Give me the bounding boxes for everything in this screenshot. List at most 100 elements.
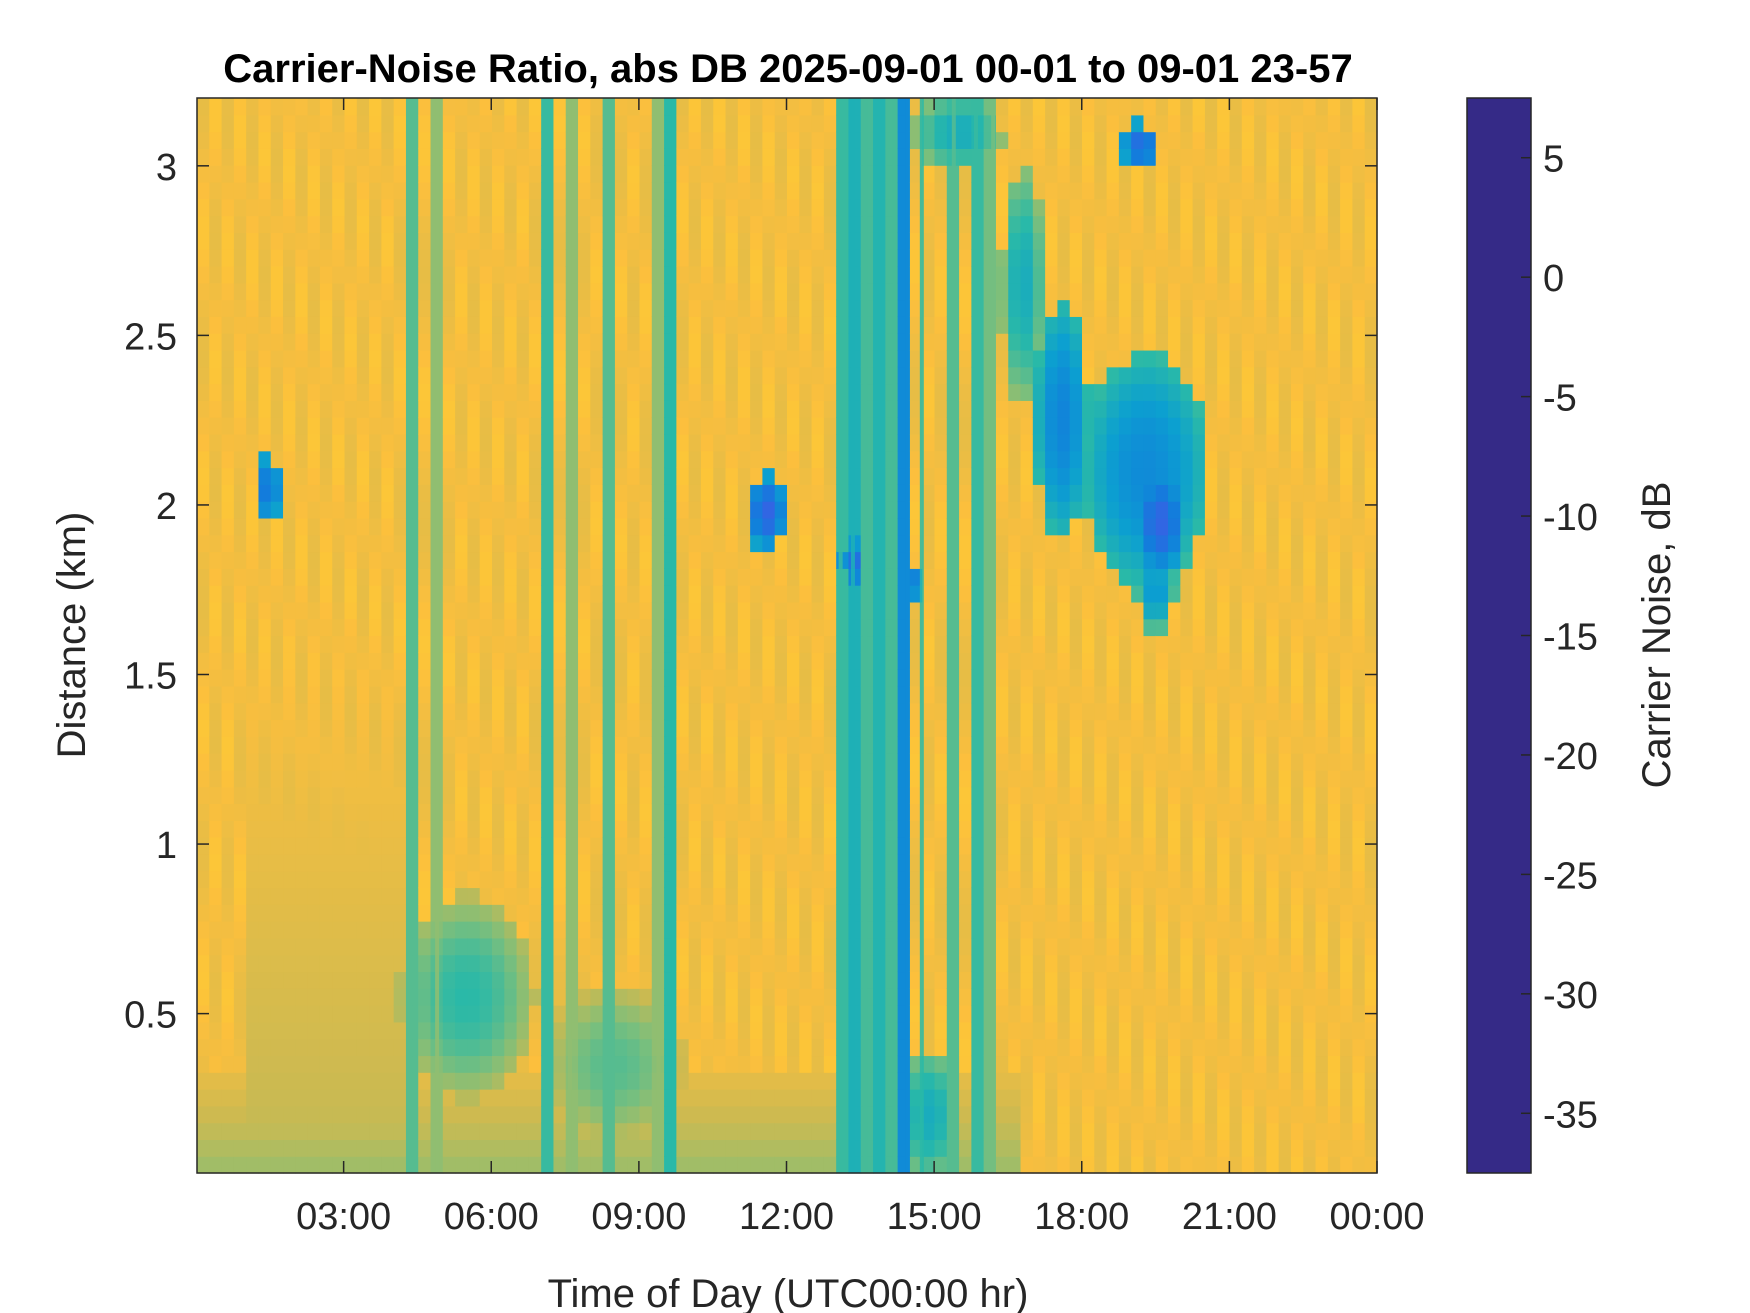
heatmap-cell — [565, 349, 579, 368]
heatmap-cell — [221, 837, 235, 855]
heatmap-cell — [270, 517, 284, 536]
heatmap-cell — [356, 417, 370, 435]
heatmap-cell — [639, 1005, 653, 1023]
heatmap-cell — [725, 484, 739, 502]
heatmap-cell — [774, 232, 788, 250]
heatmap-cell — [1045, 1021, 1059, 1040]
heatmap-cell — [270, 853, 284, 872]
heatmap-cell — [565, 971, 579, 989]
heatmap-cell — [1008, 652, 1022, 670]
heatmap-cell — [909, 534, 923, 553]
heatmap-cell — [418, 887, 432, 905]
heatmap-cell — [528, 635, 542, 653]
heatmap-cell — [823, 383, 837, 401]
heatmap-cell — [209, 215, 223, 233]
heatmap-cell — [356, 165, 370, 183]
heatmap-cell — [455, 954, 469, 973]
heatmap-cell — [688, 165, 702, 183]
heatmap-cell — [737, 1005, 751, 1023]
heatmap-cell — [307, 366, 321, 385]
heatmap-cell — [614, 534, 628, 553]
heatmap-cell — [528, 837, 542, 855]
heatmap-cell — [823, 333, 837, 351]
heatmap-cell — [479, 551, 493, 569]
heatmap-cell — [909, 299, 923, 317]
heatmap-cell — [479, 467, 493, 485]
heatmap-cell — [332, 954, 346, 973]
heatmap-cell — [700, 1072, 714, 1090]
heatmap-cell — [442, 870, 456, 889]
heatmap-cell — [774, 131, 788, 149]
heatmap-cell — [344, 1055, 358, 1073]
heatmap-cell — [1143, 786, 1157, 805]
heatmap-cell — [393, 887, 407, 905]
heatmap-cell — [418, 148, 432, 166]
heatmap-cell — [565, 1021, 579, 1040]
heatmap-cell — [1020, 232, 1034, 250]
heatmap-cell — [553, 181, 567, 200]
heatmap-cell — [442, 400, 456, 418]
heatmap-cell — [221, 299, 235, 317]
heatmap-cell — [553, 853, 567, 872]
heatmap-cell — [369, 685, 382, 704]
heatmap-cell — [823, 484, 837, 502]
heatmap-cell — [823, 635, 837, 653]
heatmap-cell — [356, 719, 370, 737]
heatmap-cell — [578, 501, 591, 519]
heatmap-cell — [258, 1055, 272, 1073]
heatmap-cell — [909, 753, 923, 771]
heatmap-cell — [737, 534, 751, 553]
heatmap-cell — [750, 417, 764, 435]
heatmap-cell — [1082, 853, 1095, 872]
heatmap-cell — [307, 181, 321, 200]
heatmap-cell — [356, 702, 370, 721]
heatmap-cell — [418, 1139, 432, 1157]
heatmap-cell — [1069, 232, 1083, 250]
heatmap-cell — [258, 769, 272, 788]
heatmap-cell — [455, 1139, 469, 1157]
heatmap-cell — [1069, 249, 1083, 267]
heatmap-cell — [934, 215, 948, 233]
heatmap-cell — [700, 1089, 714, 1107]
heatmap-cell — [713, 618, 727, 637]
heatmap-cell — [1045, 383, 1059, 401]
heatmap-cell — [1045, 988, 1059, 1006]
heatmap-cell — [614, 551, 628, 569]
heatmap-cell — [246, 484, 260, 502]
heatmap-cell — [1008, 232, 1022, 250]
heatmap-cell — [1069, 971, 1083, 989]
heatmap-cell — [1131, 837, 1145, 855]
heatmap-cell — [455, 887, 469, 905]
heatmap-cell — [811, 433, 825, 452]
heatmap-cell — [504, 265, 518, 284]
heatmap-cell — [479, 165, 493, 183]
heatmap-cell — [209, 685, 223, 704]
heatmap-cell — [455, 971, 469, 989]
heatmap-cell — [1094, 568, 1108, 586]
heatmap-cell — [590, 988, 604, 1006]
heatmap-cell — [1032, 366, 1046, 385]
heatmap-cell — [1118, 585, 1132, 603]
heatmap-cell — [553, 568, 567, 586]
heatmap-cell — [614, 484, 628, 502]
heatmap-cell — [1069, 1055, 1083, 1073]
heatmap-cell — [922, 669, 936, 687]
heatmap-cell — [221, 601, 235, 620]
heatmap-cell — [418, 98, 432, 116]
heatmap-cell — [1094, 719, 1108, 737]
heatmap-cell — [258, 870, 272, 889]
heatmap-cell — [774, 181, 788, 200]
heatmap-cell — [455, 383, 469, 401]
heatmap-cell — [750, 551, 764, 569]
heatmap-cell — [1082, 349, 1095, 368]
heatmap-cell — [233, 417, 247, 435]
heatmap-cell — [700, 870, 714, 889]
heatmap-cell — [959, 853, 972, 872]
heatmap-cell — [737, 669, 751, 687]
heatmap-cell — [1008, 299, 1022, 317]
heatmap-cell — [258, 316, 272, 334]
heatmap-cell — [492, 1122, 505, 1141]
heatmap-cell — [762, 870, 776, 889]
heatmap-cell — [565, 954, 579, 973]
heatmap-cell — [479, 568, 493, 586]
